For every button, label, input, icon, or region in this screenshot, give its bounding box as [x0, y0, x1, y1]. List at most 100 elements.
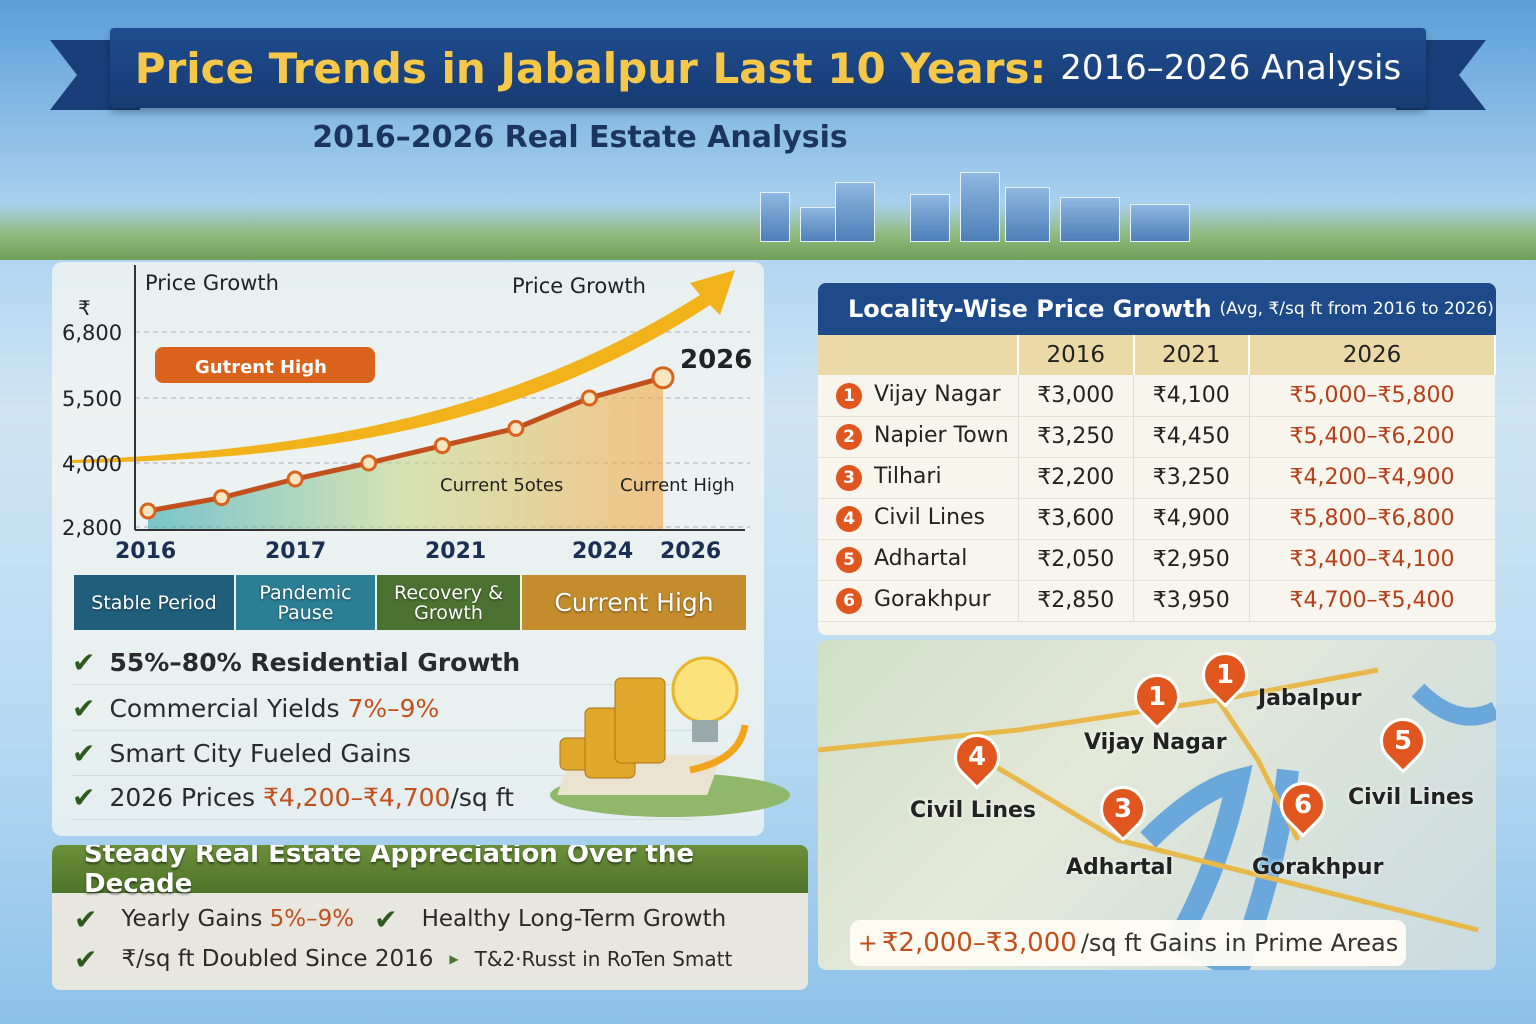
bullet-smart-city: ✔ Smart City Fueled Gains: [72, 732, 692, 776]
data-point: [213, 489, 231, 507]
bullet-commercial-yields: ✔ Commercial Yields 7%–9%: [72, 687, 692, 731]
price-2021: ₹3,950: [1133, 580, 1250, 622]
check-icon: ✔: [72, 692, 96, 725]
table-row: 2 Napier Town ₹3,250 ₹4,450 ₹5,400–₹6,200: [818, 416, 1496, 458]
annotation-current-high: Current High: [620, 475, 735, 496]
price-2021: ₹4,450: [1133, 416, 1250, 458]
map-label-civil-lines-2: Civil Lines: [1348, 785, 1475, 810]
data-point: [433, 437, 451, 455]
title-banner: Price Trends in Jabalpur Last 10 Years: …: [110, 28, 1426, 108]
price-2016: ₹3,600: [1018, 498, 1135, 540]
price-2021: ₹4,900: [1133, 498, 1250, 540]
phase-stable-period: Stable Period: [74, 575, 234, 630]
garbled-note: T&2·Russt in RoTen Smatt: [474, 947, 733, 971]
y-tick-label: 5,500: [62, 387, 122, 411]
phase-pandemic-pause: Pandemic Pause: [236, 575, 375, 630]
data-point: [507, 419, 525, 437]
x-tick-label: 2026: [660, 539, 721, 564]
bullet-residential-growth: ✔ 55%–80% Residential Growth: [72, 641, 692, 685]
locality-price-table: Locality-Wise Price Growth (Avg, ₹/sq ft …: [818, 283, 1496, 635]
x-tick-label: 2016: [115, 539, 176, 564]
check-icon: ✔: [72, 646, 96, 679]
rank-badge: 1: [836, 382, 862, 409]
price-line: [147, 375, 664, 514]
locality-name: 3 Tilhari: [818, 457, 1019, 499]
arrow-label: Price Growth: [512, 274, 646, 298]
price-2021: ₹4,100: [1133, 375, 1250, 417]
page-title-suffix: 2016–2026 Analysis: [1060, 48, 1402, 88]
price-2016: ₹2,200: [1018, 457, 1135, 499]
rank-badge: 6: [836, 588, 862, 614]
x-tick-label: 2017: [265, 539, 326, 564]
col-2021: 2021: [1133, 335, 1251, 375]
map-label-civil-lines: Civil Lines: [910, 798, 1037, 823]
steady-title: Steady Real Estate Appreciation Over the…: [52, 845, 808, 899]
data-point: [286, 470, 304, 488]
price-2026: ₹4,700–₹5,400: [1249, 580, 1496, 622]
map-label-adhartal: Adhartal: [1066, 855, 1174, 880]
locality-name: 2 Napier Town: [818, 416, 1019, 458]
map-label-vijay-nagar: Vijay Nagar: [1084, 730, 1227, 755]
price-2016: ₹2,050: [1018, 539, 1135, 581]
check-icon: ✔: [374, 902, 398, 936]
phase-recovery-growth: Recovery & Growth: [377, 575, 520, 630]
price-2026: ₹5,000–₹5,800: [1249, 375, 1496, 417]
y-tick-label: 2,800: [62, 516, 122, 540]
data-point: [360, 454, 378, 472]
data-point: [651, 366, 675, 390]
rank-badge: 4: [836, 506, 862, 532]
map-label-jabalpur: Jabalpur: [1258, 686, 1362, 711]
rank-badge: 2: [836, 424, 862, 450]
table-row: 5 Adhartal ₹2,050 ₹2,950 ₹3,400–₹4,100: [818, 539, 1496, 581]
y-tick-label: 6,800: [62, 321, 122, 345]
price-table: 2016 2021 2026 1 Vijay Nagar ₹3,000 ₹4,100 …: [818, 335, 1496, 622]
table-header: Locality-Wise Price Growth (Avg, ₹/sq ft …: [818, 283, 1496, 335]
prime-area-gains-badge: + ₹2,000–₹3,000/sq ft Gains in Prime Area…: [850, 920, 1406, 966]
price-2021: ₹2,950: [1133, 539, 1250, 581]
growth-arrow: [72, 270, 735, 463]
steady-appreciation-panel: Steady Real Estate Appreciation Over the…: [52, 845, 808, 990]
check-icon: ✔: [74, 942, 98, 976]
table-row: 1 Vijay Nagar ₹3,000 ₹4,100 ₹5,000–₹5,800: [818, 375, 1496, 417]
data-point: [580, 389, 598, 407]
coins-lightbulb-illustration: [550, 656, 790, 817]
check-icon: ✔: [72, 781, 96, 814]
bullet-2026-prices: ✔ 2026 Prices ₹4,200–₹4,700/sq ft: [72, 776, 692, 820]
price-2026: ₹5,400–₹6,200: [1249, 416, 1496, 458]
bullet-icon: ▶: [449, 952, 459, 966]
healthy-growth: Healthy Long-Term Growth: [421, 906, 727, 932]
annotation-current-sotes: Current 5otes: [440, 475, 563, 496]
y-axis-label: ₹: [78, 296, 91, 320]
price-2016: ₹2,850: [1018, 580, 1135, 622]
col-2016: 2016: [1018, 335, 1135, 375]
locality-name: 1 Vijay Nagar: [818, 375, 1019, 417]
col-2026: 2026: [1249, 335, 1496, 375]
price-2026: ₹5,800–₹6,800: [1249, 498, 1496, 540]
doubled-since-2016: ₹/sq ft Doubled Since 2016: [121, 946, 434, 972]
check-icon: ✔: [72, 737, 96, 770]
price-2026: ₹4,200–₹4,900: [1249, 457, 1496, 499]
rank-badge: 5: [836, 547, 862, 573]
price-2026: ₹3,400–₹4,100: [1249, 539, 1496, 581]
page-subtitle: 2016–2026 Real Estate Analysis: [312, 120, 848, 155]
x-tick-label: 2021: [425, 539, 486, 564]
chart-title: Price Growth: [145, 271, 279, 295]
page-title: Price Trends in Jabalpur Last 10 Years:: [134, 43, 1047, 93]
y-tick-label: 4,000: [62, 452, 122, 476]
city-skyline-illustration: [0, 165, 1536, 260]
callout-badge: [155, 347, 375, 383]
end-label-2026: 2026: [680, 345, 752, 375]
callout-text: Gutrent High: [195, 357, 327, 378]
price-2021: ₹3,250: [1133, 457, 1250, 499]
rank-badge: 3: [836, 465, 862, 491]
price-growth-chart: Price Growth Price Growth ₹ 6,800 5,500 4,…: [62, 265, 752, 564]
locality-name: 5 Adhartal: [818, 539, 1019, 581]
map-label-gorakhpur: Gorakhpur: [1252, 855, 1384, 880]
phase-current-high: Current High: [522, 575, 746, 630]
locality-name: 6 Gorakhpur: [818, 580, 1019, 622]
locality-map: 1 1 4 3 6 5 Jabalpur Vijay Nagar Civil L…: [818, 640, 1496, 970]
data-point: [139, 502, 157, 520]
table-row: 6 Gorakhpur ₹2,850 ₹3,950 ₹4,700–₹5,400: [818, 580, 1496, 622]
locality-name: 4 Civil Lines: [818, 498, 1019, 540]
table-row: 3 Tilhari ₹2,200 ₹3,250 ₹4,200–₹4,900: [818, 457, 1496, 499]
